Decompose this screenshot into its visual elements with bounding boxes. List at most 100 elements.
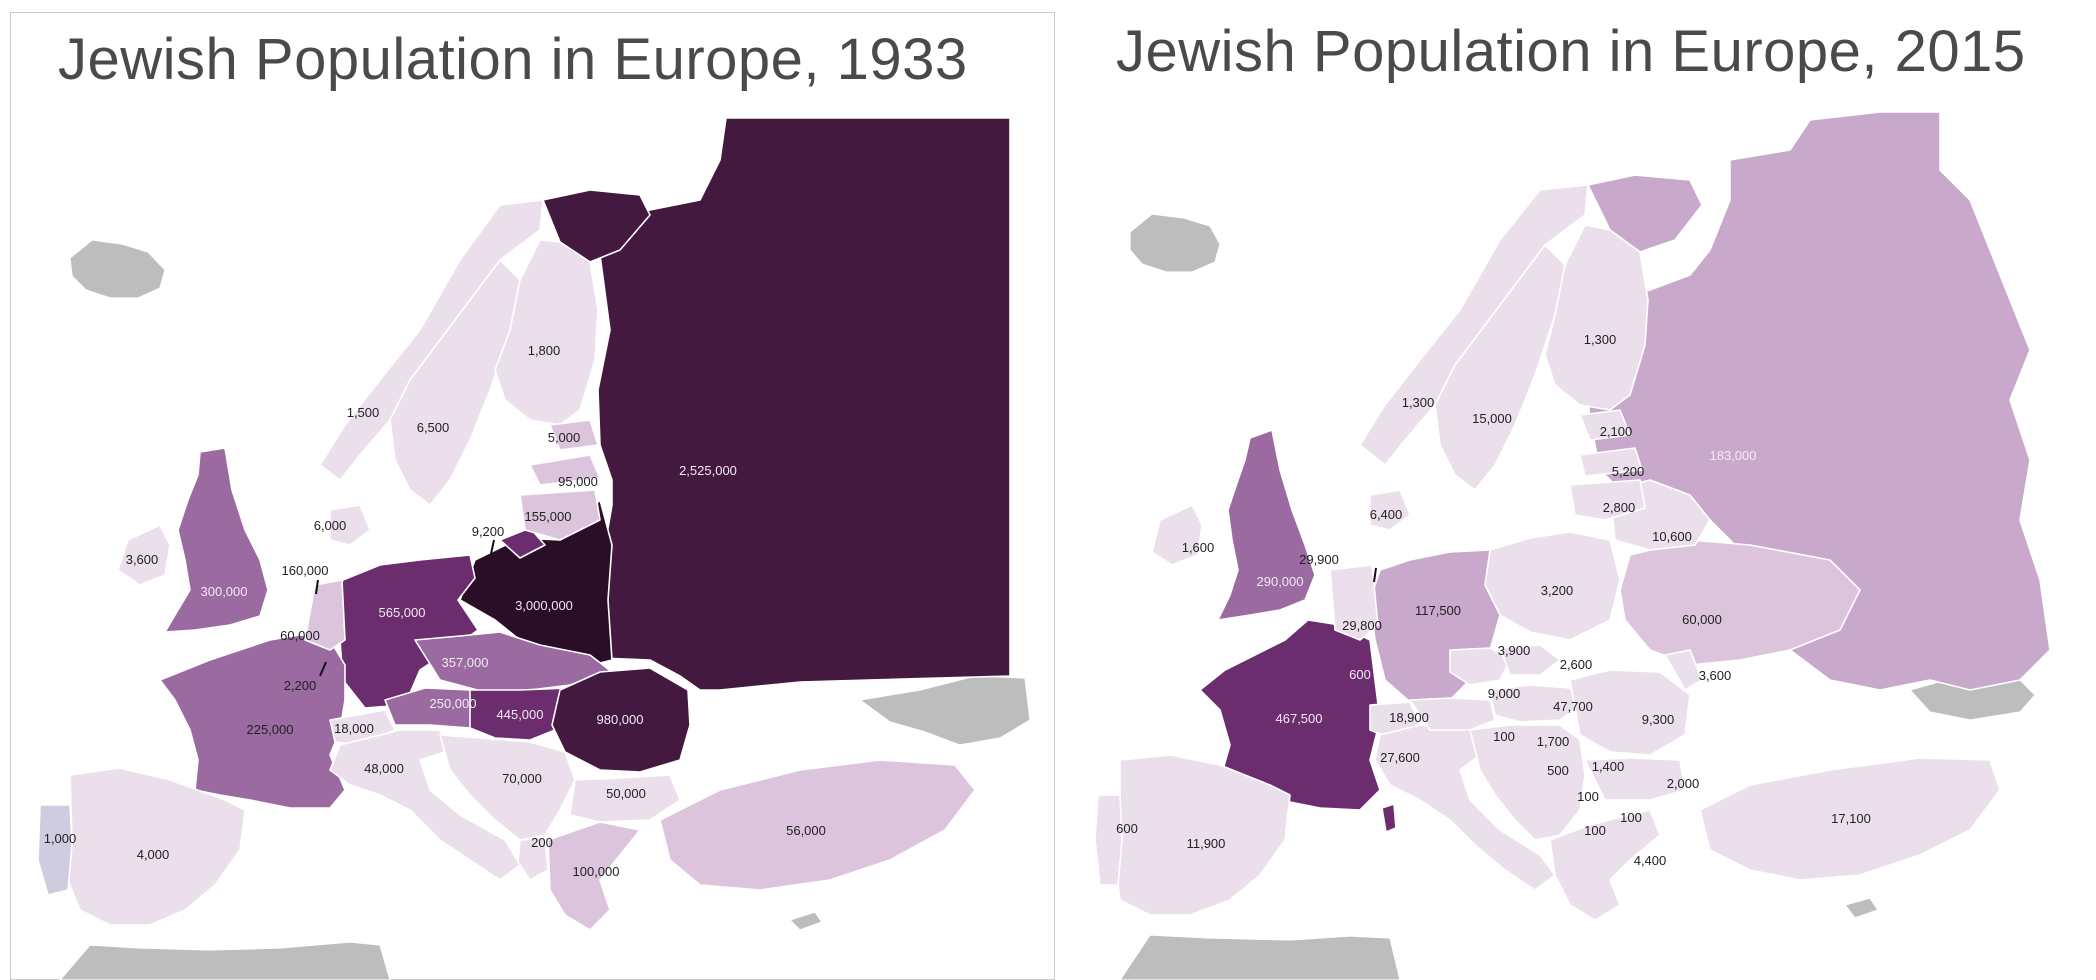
region-turkey <box>1699 757 2001 881</box>
label-2015-bulgaria: 2,000 <box>1667 776 1700 791</box>
label-1933-norway: 1,500 <box>347 405 380 420</box>
label-2015-italy: 27,600 <box>1380 750 1420 765</box>
label-2015-ukraine: 60,000 <box>1682 612 1722 627</box>
region-ireland <box>117 524 171 586</box>
label-1933-czechoslovakia: 357,000 <box>442 655 489 670</box>
iceland-nodata <box>1129 213 1221 273</box>
map-panel-1933: Jewish Population in Europe, 1933 <box>10 12 1055 980</box>
region-romania <box>551 667 691 773</box>
label-1933-danzig: 9,200 <box>472 524 505 539</box>
label-1933-finland: 1,800 <box>528 343 561 358</box>
region-slovakia <box>1499 644 1561 676</box>
north-africa-nodata <box>1119 934 1401 980</box>
label-2015-spain: 11,900 <box>1187 836 1226 851</box>
label-2015-czech: 3,900 <box>1498 643 1531 658</box>
region-greece <box>1549 809 1661 921</box>
label-1933-luxembourg: 2,200 <box>284 678 317 693</box>
label-1933-lithuania: 155,000 <box>525 509 572 524</box>
cyprus-nodata <box>1843 897 1879 919</box>
map-panel-2015: Jewish Population in Europe, 2015 <box>1090 0 2096 980</box>
iceland-nodata <box>69 239 166 299</box>
label-1933-estonia: 5,000 <box>548 430 581 445</box>
label-2015-croatia: 1,700 <box>1537 734 1570 749</box>
region-yugoslavia <box>439 734 576 841</box>
region-czech <box>1449 647 1511 686</box>
label-2015-turkey: 17,100 <box>1831 811 1871 826</box>
label-1933-switzerland: 18,000 <box>334 721 374 736</box>
region-latvia <box>529 454 601 486</box>
europe-map-2015: 183,000 60,000 10,600 3,200 117,500 467,… <box>1094 111 2051 980</box>
label-2015-netherlands: 29,900 <box>1299 552 1339 567</box>
leader-1933-netherlands <box>315 579 319 595</box>
label-2015-serbia: 1,400 <box>1592 759 1625 774</box>
region-finland <box>1544 224 1649 411</box>
label-1933-turkey: 56,000 <box>786 823 826 838</box>
label-1933-uk: 300,000 <box>201 584 248 599</box>
label-1933-netherlands: 160,000 <box>282 563 329 578</box>
label-2015-montenegro: 100 <box>1577 789 1599 804</box>
label-1933-germany: 565,000 <box>379 605 426 620</box>
label-1933-austria: 250,000 <box>430 696 477 711</box>
europe-map-1933: 2,525,000 3,000,000 565,000 357,000 250,… <box>37 117 1031 980</box>
label-2015-uk: 290,000 <box>1257 574 1304 589</box>
label-2015-greece: 4,400 <box>1634 853 1667 868</box>
north-africa-nodata <box>59 941 391 980</box>
label-2015-albania: 100 <box>1584 823 1606 838</box>
region-sweden <box>1434 244 1566 491</box>
label-2015-moldova: 3,600 <box>1699 668 1732 683</box>
region-balkans <box>1469 724 1586 841</box>
region-lithuania <box>519 489 601 541</box>
label-2015-latvia: 5,200 <box>1612 464 1645 479</box>
label-1933-denmark: 6,000 <box>314 518 347 533</box>
region-ukraine <box>1619 539 1861 666</box>
label-1933-poland: 3,000,000 <box>515 598 573 613</box>
region-bulgaria <box>569 774 681 823</box>
region-norway <box>1359 184 1589 466</box>
label-2015-france: 467,500 <box>1276 711 1323 726</box>
label-2015-ireland: 1,600 <box>1182 540 1215 555</box>
label-2015-hungary: 47,700 <box>1553 699 1593 714</box>
label-2015-portugal: 600 <box>1116 821 1138 836</box>
label-2015-romania: 9,300 <box>1642 712 1675 727</box>
caucasus-nodata <box>858 675 1031 746</box>
label-1933-romania: 980,000 <box>597 712 644 727</box>
region-uk <box>1217 429 1316 621</box>
map-title-1933: Jewish Population in Europe, 1933 <box>58 27 968 92</box>
label-2015-belarus: 10,600 <box>1652 529 1692 544</box>
region-moldova <box>1664 649 1703 691</box>
region-benelux <box>1329 564 1379 641</box>
label-2015-belgium: 29,800 <box>1342 618 1382 633</box>
label-2015-luxembourg: 600 <box>1349 667 1371 682</box>
region-portugal <box>37 804 73 896</box>
label-2015-sweden: 15,000 <box>1472 411 1512 426</box>
label-2015-slovenia: 100 <box>1493 729 1515 744</box>
label-2015-lithuania: 2,800 <box>1603 500 1636 515</box>
label-1933-albania: 200 <box>531 835 553 850</box>
region-estonia <box>549 419 599 451</box>
label-2015-austria: 9,000 <box>1488 686 1521 701</box>
region-estonia <box>1579 409 1631 441</box>
label-1933-spain: 4,000 <box>137 847 170 862</box>
region-denmark <box>329 504 371 546</box>
region-ireland <box>1151 504 1203 566</box>
label-1933-ussr: 2,525,000 <box>679 463 737 478</box>
region-spain <box>67 767 246 926</box>
label-2015-norway: 1,300 <box>1402 395 1435 410</box>
region-corsica <box>1381 803 1397 833</box>
leader-2015-netherlands <box>1373 567 1377 583</box>
label-1933-greece: 100,000 <box>573 864 620 879</box>
label-1933-italy: 48,000 <box>364 761 404 776</box>
label-1933-sweden: 6,500 <box>417 420 450 435</box>
region-denmark <box>1369 489 1411 531</box>
label-2015-macedonia: 100 <box>1620 810 1642 825</box>
region-romania <box>1569 669 1691 756</box>
region-portugal <box>1094 794 1123 886</box>
region-danzig <box>499 527 546 559</box>
region-norway <box>319 199 544 481</box>
region-hungary <box>1489 684 1581 723</box>
leader-1933-luxembourg <box>319 661 327 677</box>
label-2015-bosnia: 500 <box>1547 763 1569 778</box>
region-greece <box>547 821 641 931</box>
label-2015-slovakia: 2,600 <box>1560 657 1593 672</box>
label-1933-portugal: 1,000 <box>44 831 77 846</box>
